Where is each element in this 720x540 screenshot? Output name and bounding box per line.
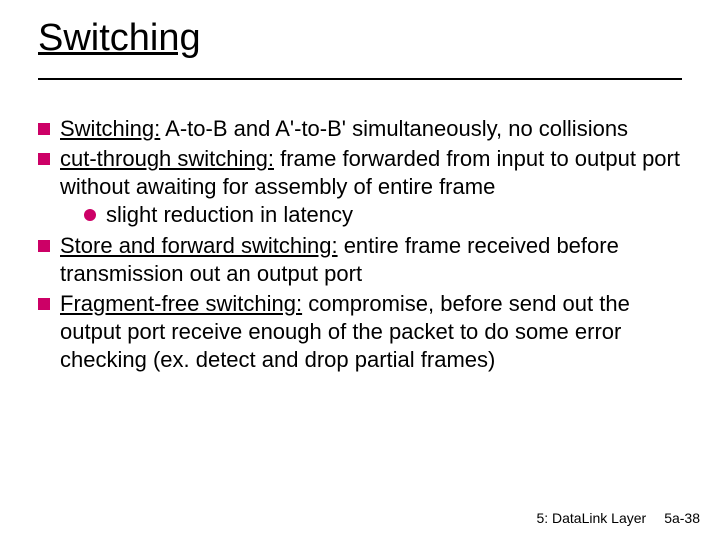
slide-title: Switching: [38, 18, 201, 60]
square-bullet-icon: [38, 153, 50, 165]
bullet-2-lead: cut-through switching:: [60, 146, 274, 171]
square-bullet-icon: [38, 240, 50, 252]
square-bullet-icon: [38, 298, 50, 310]
bullet-1-body: A-to-B and A'-to-B' simultaneously, no c…: [160, 116, 628, 141]
title-underline: [38, 78, 682, 80]
bullet-4-text: Fragment-free switching: compromise, bef…: [60, 290, 682, 374]
bullet-2-sub-text: slight reduction in latency: [106, 201, 353, 229]
bullet-1: Switching: A-to-B and A'-to-B' simultane…: [38, 115, 682, 143]
circle-bullet-icon: [84, 209, 96, 221]
square-bullet-icon: [38, 123, 50, 135]
bullet-4-lead: Fragment-free switching:: [60, 291, 302, 316]
bullet-2-sub: slight reduction in latency: [84, 201, 682, 229]
bullet-1-lead: Switching:: [60, 116, 160, 141]
footer-page: 5a-38: [664, 510, 700, 526]
bullet-3: Store and forward switching: entire fram…: [38, 232, 682, 288]
slide-footer: 5: DataLink Layer 5a-38: [536, 510, 700, 526]
bullet-2: cut-through switching: frame forwarded f…: [38, 145, 682, 229]
bullet-1-text: Switching: A-to-B and A'-to-B' simultane…: [60, 115, 682, 143]
bullet-2-text: cut-through switching: frame forwarded f…: [60, 145, 682, 229]
content-area: Switching: A-to-B and A'-to-B' simultane…: [38, 115, 682, 376]
footer-chapter: 5: DataLink Layer: [536, 510, 646, 526]
bullet-4: Fragment-free switching: compromise, bef…: [38, 290, 682, 374]
bullet-3-lead: Store and forward switching:: [60, 233, 338, 258]
bullet-3-text: Store and forward switching: entire fram…: [60, 232, 682, 288]
